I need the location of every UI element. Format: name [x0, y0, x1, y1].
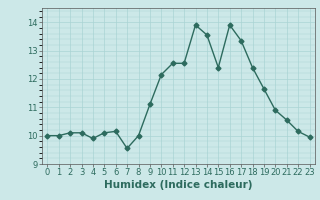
X-axis label: Humidex (Indice chaleur): Humidex (Indice chaleur)	[104, 180, 253, 190]
